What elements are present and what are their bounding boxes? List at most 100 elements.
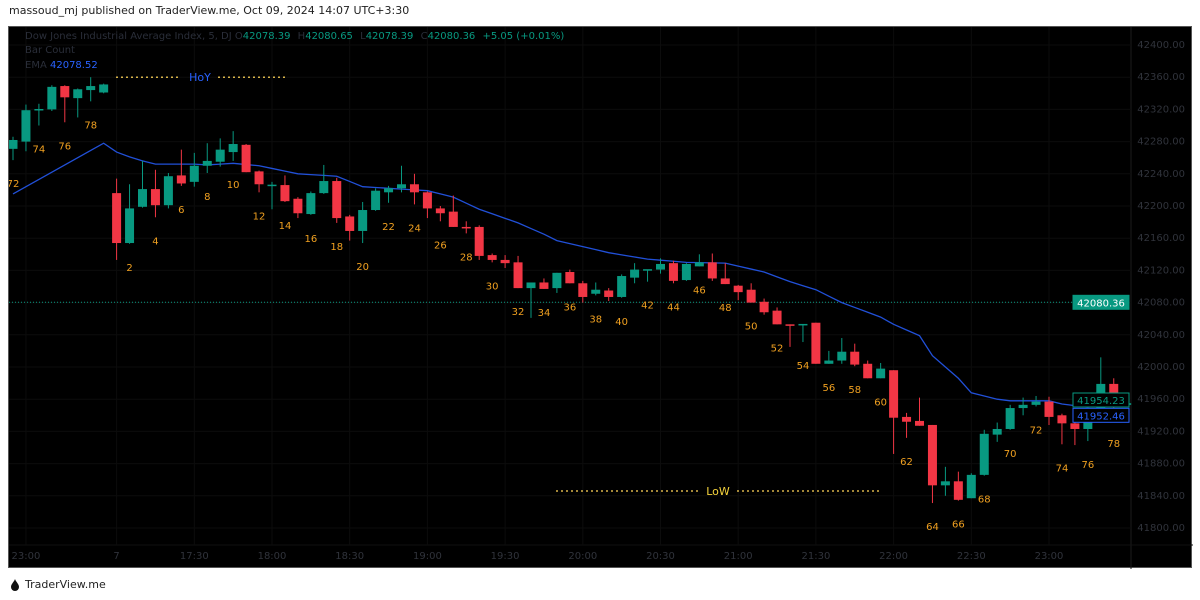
footer-brand[interactable]: TraderView.me xyxy=(10,578,106,591)
time-tick-label: 19:30 xyxy=(491,551,520,562)
bar-count-label: 24 xyxy=(408,223,421,234)
price-tick-label: 41920.00 xyxy=(1137,426,1185,437)
bar-count-label: 64 xyxy=(926,522,939,533)
price-tick-label: 41960.00 xyxy=(1137,394,1185,405)
publish-info: massoud_mj published on TraderView.me, O… xyxy=(9,4,410,17)
candle-down xyxy=(150,189,160,206)
candle-down xyxy=(280,185,290,202)
time-tick-label: 21:00 xyxy=(724,551,753,562)
candle-down xyxy=(707,262,717,279)
candle-down xyxy=(850,351,860,365)
price-tick-label: 42360.00 xyxy=(1137,72,1185,83)
bar-count-label: 36 xyxy=(563,302,576,313)
candle-down xyxy=(565,272,575,284)
bar-count-label: 8 xyxy=(204,192,210,203)
candle-down xyxy=(513,262,523,289)
high-label: H xyxy=(297,31,306,42)
bar-count-label: 20 xyxy=(356,262,369,273)
price-tick-label: 41800.00 xyxy=(1137,523,1185,534)
bar-count-label: 32 xyxy=(512,307,525,318)
candle-up xyxy=(47,86,57,110)
candle-up xyxy=(979,433,989,475)
legend-bar-count[interactable]: Bar Count xyxy=(25,45,75,56)
candle-up xyxy=(34,108,44,111)
candle-up xyxy=(837,351,847,361)
candle-down xyxy=(953,481,963,500)
candle-down xyxy=(345,216,355,231)
candle-down xyxy=(435,208,445,214)
bar-count-label: Bar Count xyxy=(25,45,75,56)
candle-up xyxy=(1005,408,1015,429)
candle-up xyxy=(163,176,173,206)
candle-up xyxy=(228,144,238,153)
bar-count-label: 74 xyxy=(33,145,46,156)
bar-count-label: 72 xyxy=(9,179,19,190)
candle-down xyxy=(254,171,264,185)
price-tick-label: 42400.00 xyxy=(1137,40,1185,51)
time-tick-label: 20:30 xyxy=(646,551,675,562)
bar-count-label: 2 xyxy=(126,263,132,274)
time-tick-label: 22:30 xyxy=(957,551,986,562)
bar-count-label: 68 xyxy=(978,495,991,506)
candle-down xyxy=(487,255,497,260)
bar-count-label: 30 xyxy=(486,281,499,292)
candle-down xyxy=(461,226,471,229)
bar-count-label: 22 xyxy=(382,222,395,233)
candle-down xyxy=(733,285,743,293)
bar-count-label: 48 xyxy=(719,303,732,314)
candle-up xyxy=(397,184,406,189)
candle-down xyxy=(927,424,937,486)
ema-label: EMA xyxy=(25,60,47,71)
candle-down xyxy=(60,86,70,98)
bar-count-label: 78 xyxy=(1107,439,1120,450)
legend-ema[interactable]: EMA 42078.52 xyxy=(25,60,98,71)
candle-up xyxy=(966,474,976,499)
bar-count-label: 70 xyxy=(1004,449,1017,460)
candle-down xyxy=(604,290,614,297)
time-tick-label: 7 xyxy=(113,551,119,562)
candle-up xyxy=(591,289,601,294)
chart-panel[interactable]: 42400.00 42360.00 42320.00 42280.00 42240.00… xyxy=(8,26,1193,569)
candle-down xyxy=(422,192,432,209)
traderview-logo-icon xyxy=(11,578,19,591)
bar-count-label: 56 xyxy=(822,383,835,394)
bar-count-label: 46 xyxy=(693,285,706,296)
close-price-label-box xyxy=(1072,392,1130,408)
price-tick-label: 41840.00 xyxy=(1137,491,1185,502)
price-tick-label: 42080.00 xyxy=(1137,298,1185,309)
candle-up xyxy=(643,269,653,271)
price-tick-label: 42160.00 xyxy=(1137,233,1185,244)
last-price-label-box xyxy=(1072,294,1130,310)
candle-down xyxy=(500,259,510,264)
symbol-name[interactable]: Dow Jones Industrial Average Index, 5, D… xyxy=(25,31,232,42)
candle-down xyxy=(889,370,899,418)
bar-count-label: 12 xyxy=(253,211,266,222)
time-tick-label: 23:00 xyxy=(1035,551,1064,562)
candle-down xyxy=(915,420,924,426)
candle-up xyxy=(202,160,212,166)
price-tick-label: 42320.00 xyxy=(1137,104,1185,115)
bar-count-label: 52 xyxy=(771,343,784,354)
ema-line xyxy=(12,142,1127,408)
candle-down xyxy=(1057,415,1067,424)
candle-up xyxy=(189,165,199,182)
time-tick-label: 23:00 xyxy=(12,551,41,562)
bar-count-label: 38 xyxy=(589,314,602,325)
candle-up xyxy=(992,428,1002,435)
candle-up xyxy=(384,188,394,193)
candle-down xyxy=(241,144,251,173)
candle-up xyxy=(9,139,18,149)
candle-up xyxy=(319,181,329,194)
candle-down xyxy=(112,193,122,244)
candle-down xyxy=(746,289,756,303)
close-price-label: 41954.23 xyxy=(1077,396,1125,407)
candle-down xyxy=(409,184,419,193)
bar-count-label: 26 xyxy=(434,240,447,251)
candlestick-chart[interactable]: 42400.00 42360.00 42320.00 42280.00 42240.00… xyxy=(9,27,1193,569)
hoy-level-label: HoY xyxy=(189,71,211,84)
candle-up xyxy=(1083,419,1093,429)
bar-count-label: 50 xyxy=(745,322,758,333)
price-tick-label: 42120.00 xyxy=(1137,265,1185,276)
footer-brand-label: TraderView.me xyxy=(25,578,106,591)
ema-price-label-box xyxy=(1072,407,1130,423)
